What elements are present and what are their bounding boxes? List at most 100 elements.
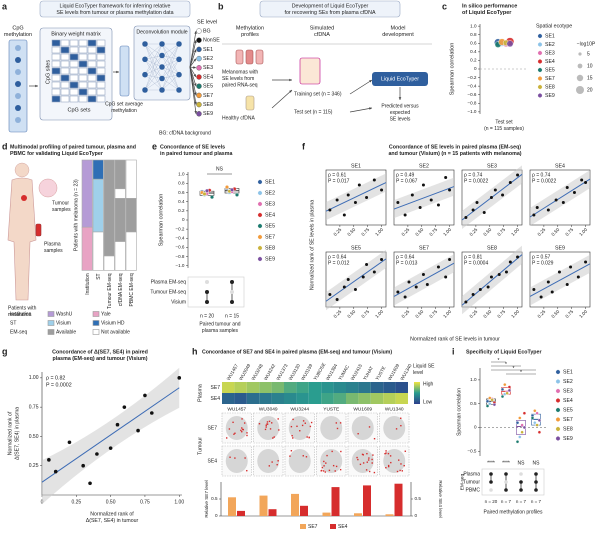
- point: [565, 283, 569, 286]
- body: [14, 162, 30, 178]
- point: [478, 288, 482, 291]
- x-tick-label: 1.00: [442, 309, 452, 319]
- tissue-spot: [268, 420, 271, 423]
- network-node: [141, 40, 149, 48]
- regression-line: [393, 186, 455, 210]
- point: [515, 440, 520, 444]
- point: [546, 208, 550, 212]
- grid-cells: [114, 188, 126, 199]
- x-tick-label: 1.00: [442, 227, 452, 237]
- point: [471, 208, 475, 212]
- matrix-dot: [534, 472, 538, 476]
- legend-swatch: [257, 179, 263, 185]
- legend-label: BG: [203, 28, 211, 34]
- heat-cell: [308, 382, 322, 393]
- point: [342, 285, 346, 289]
- matrix-cell: [96, 53, 106, 61]
- legend-label: SE1: [203, 47, 213, 53]
- regression-line: [325, 182, 387, 212]
- matrix-cell: [96, 67, 106, 75]
- matrix-cell: [51, 81, 61, 89]
- arrow-head: [194, 101, 197, 105]
- network-edge: [144, 55, 163, 91]
- label: P = 0.0002: [46, 382, 72, 388]
- network-edge: [144, 43, 163, 68]
- network-node: [175, 56, 183, 63]
- bar: [385, 514, 394, 516]
- x-axis-label: Normalized rank of SE levels in tumour: [410, 336, 500, 342]
- tissue-spot: [265, 424, 267, 426]
- label: Spatial ecotype: [536, 23, 572, 29]
- label: SE7: [208, 425, 218, 431]
- point: [520, 430, 524, 434]
- y-tick-label: 0: [415, 513, 418, 518]
- y-tick-label: −0.5: [467, 448, 477, 453]
- network-edge: [161, 78, 180, 91]
- label: SE4: [211, 396, 221, 402]
- label: ρ = 0.49: [396, 172, 414, 178]
- point: [396, 201, 400, 204]
- tumour-inset: [38, 178, 58, 198]
- tissue: [383, 416, 406, 440]
- point: [485, 404, 490, 408]
- y-tick-label: −0.2: [467, 75, 477, 80]
- y-tick-label: 0: [474, 425, 477, 430]
- tissue-spot: [265, 426, 267, 428]
- heat-cell: [246, 382, 260, 393]
- label: n = 7: [516, 499, 527, 504]
- point: [533, 409, 537, 413]
- point: [448, 188, 452, 192]
- legend-label: SE4: [545, 59, 555, 65]
- label: profiles: [241, 32, 259, 38]
- label: SE levels from tumour or plasma methylat…: [56, 10, 173, 16]
- regression-line: [41, 387, 180, 483]
- y-tick-label: 1.0: [178, 172, 185, 177]
- column-label: YUMAC: [337, 364, 350, 381]
- label: WU3049: [259, 406, 278, 412]
- matrix-cell: [87, 74, 97, 82]
- tissue-spot: [290, 425, 293, 428]
- label: Δ(SE7, SE4) in plasma: [14, 407, 20, 460]
- label: EM-seq: [459, 473, 465, 490]
- tube: [235, 49, 244, 65]
- matrix-cell: [60, 53, 70, 61]
- point: [410, 193, 414, 197]
- tissue-spot: [357, 458, 359, 461]
- network-edge: [161, 43, 180, 79]
- matrix-cell: [78, 67, 88, 75]
- label: SE7: [419, 245, 429, 251]
- label: (n = 115 samples): [484, 126, 524, 132]
- grid-cells: [125, 159, 137, 199]
- label: Paired tumour and: [199, 321, 240, 327]
- x-tick-label: 1.00: [374, 309, 384, 319]
- point: [492, 402, 497, 407]
- heat-cell: [308, 393, 322, 404]
- bar: [363, 485, 371, 516]
- matrix-cell: [60, 67, 70, 75]
- tissue-spot: [271, 461, 273, 463]
- arrow-head: [194, 92, 197, 96]
- network-node: [141, 71, 149, 78]
- matrix-cell: [69, 53, 79, 61]
- heat-cell: [358, 393, 371, 404]
- label: n = 7: [531, 499, 542, 504]
- heat-cell: [358, 382, 371, 393]
- label: Tumour EM-seq: [150, 289, 186, 295]
- arrow-head: [193, 66, 196, 69]
- size-swatch: [577, 63, 583, 69]
- label: Test set (n = 115): [294, 109, 333, 115]
- point: [580, 178, 584, 182]
- confidence-band: [42, 367, 180, 505]
- matrix-dot: [205, 290, 209, 294]
- matrix-dot: [489, 472, 493, 476]
- matrix-cell: [69, 81, 79, 89]
- point: [489, 275, 493, 279]
- point: [380, 258, 384, 261]
- label: P = 0.017: [328, 178, 350, 184]
- axis-label: CpG sets: [68, 107, 91, 113]
- point: [403, 213, 407, 217]
- legend-swatch: [47, 311, 55, 317]
- matrix-cell: [60, 60, 70, 68]
- label: Specificity of Liquid EcoTyper: [466, 349, 542, 355]
- cpg-site: [15, 45, 21, 51]
